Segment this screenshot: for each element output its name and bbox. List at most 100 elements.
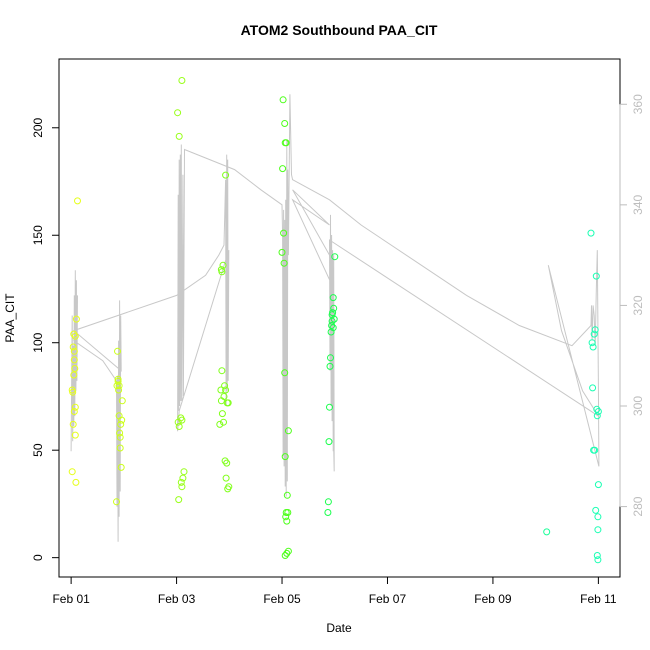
data-point xyxy=(225,483,233,491)
data-point xyxy=(114,375,122,383)
y2-tick-label: 280 xyxy=(631,496,645,516)
data-point xyxy=(283,549,291,557)
data-point xyxy=(326,403,333,411)
data-point xyxy=(116,429,124,437)
data-point xyxy=(594,408,602,415)
data-point xyxy=(72,315,80,323)
data-point xyxy=(218,367,226,375)
y2-tick-label: 340 xyxy=(631,195,645,215)
x-tick-label: Feb 07 xyxy=(369,592,407,606)
data-point xyxy=(278,248,286,256)
data-point xyxy=(113,382,121,390)
data-point xyxy=(69,388,77,396)
y-axis: 0 50 100 150 200 xyxy=(31,117,60,561)
data-point xyxy=(589,384,597,392)
data-point xyxy=(178,483,186,491)
y-axis-label: PAA_CIT xyxy=(3,293,17,343)
x-tick-label: Feb 05 xyxy=(263,592,301,606)
data-point xyxy=(328,311,336,319)
x-axis: Feb 01 Feb 03 Feb 05 Feb 07 Feb 09 Feb 11 xyxy=(52,576,617,606)
data-point xyxy=(591,446,599,454)
data-point xyxy=(543,528,551,536)
data-point xyxy=(330,315,338,323)
data-point xyxy=(220,418,227,426)
data-point xyxy=(115,382,123,390)
data-point xyxy=(594,526,602,534)
data-point xyxy=(327,354,334,362)
data-point xyxy=(222,474,230,482)
data-point xyxy=(594,481,602,489)
data-point xyxy=(220,393,228,400)
data-point xyxy=(70,347,78,355)
data-point xyxy=(221,382,229,390)
data-point xyxy=(326,362,334,370)
data-point xyxy=(280,229,288,237)
data-point xyxy=(284,427,292,435)
y-tick-label: 200 xyxy=(31,117,45,137)
data-point xyxy=(218,268,226,276)
x-tick-label: Feb 11 xyxy=(580,592,617,606)
data-point xyxy=(177,478,185,486)
data-point xyxy=(324,509,332,516)
y-tick-label: 0 xyxy=(31,554,45,561)
data-point xyxy=(281,552,289,559)
data-point xyxy=(117,420,125,428)
y2-axis: 280 300 320 340 360 xyxy=(619,94,645,517)
data-point xyxy=(223,459,231,467)
data-point xyxy=(219,261,227,269)
data-point xyxy=(174,109,182,117)
data-point xyxy=(283,491,291,499)
data-point xyxy=(222,386,230,394)
data-point xyxy=(71,332,79,340)
chart-title: ATOM2 Southbound PAA_CIT xyxy=(241,22,438,38)
data-point xyxy=(329,294,337,302)
data-point xyxy=(329,324,337,332)
x-tick-label: Feb 09 xyxy=(474,592,512,606)
data-point xyxy=(217,386,225,394)
data-point xyxy=(279,96,287,104)
y-tick-label: 150 xyxy=(31,225,45,245)
data-point xyxy=(279,165,287,173)
data-point xyxy=(118,416,126,424)
data-point xyxy=(72,478,80,486)
data-point xyxy=(281,369,289,377)
data-point xyxy=(218,410,226,418)
data-point xyxy=(69,343,77,351)
data-point xyxy=(591,326,599,334)
trace-layer xyxy=(70,94,600,542)
data-point xyxy=(71,403,79,411)
data-point xyxy=(180,468,188,476)
data-point xyxy=(588,339,596,347)
data-point xyxy=(175,496,183,504)
y2-tick-label: 360 xyxy=(631,94,645,114)
data-point xyxy=(590,330,598,338)
data-point xyxy=(325,438,333,446)
data-point xyxy=(224,399,232,407)
data-point xyxy=(69,420,77,428)
data-point xyxy=(118,397,126,405)
y-tick-label: 100 xyxy=(31,332,45,352)
x-tick-label: Feb 01 xyxy=(52,592,90,606)
data-point xyxy=(594,513,602,521)
data-point xyxy=(221,457,229,465)
data-point xyxy=(114,347,121,355)
data-point xyxy=(284,509,292,516)
data-point xyxy=(175,132,183,140)
y2-tick-label: 320 xyxy=(631,295,645,315)
data-point xyxy=(216,420,224,428)
data-point xyxy=(282,139,290,147)
y-tick-label: 50 xyxy=(31,443,45,457)
data-point xyxy=(280,259,288,267)
data-point xyxy=(113,498,120,506)
data-point xyxy=(116,444,124,452)
data-point xyxy=(593,552,601,559)
data-point xyxy=(222,171,230,179)
data-point xyxy=(594,556,602,564)
data-point xyxy=(178,416,186,424)
data-point xyxy=(70,356,78,364)
data-point xyxy=(70,408,78,415)
data-point xyxy=(593,412,601,420)
data-point xyxy=(324,498,332,506)
data-point xyxy=(592,272,600,280)
plot-box xyxy=(58,58,621,578)
